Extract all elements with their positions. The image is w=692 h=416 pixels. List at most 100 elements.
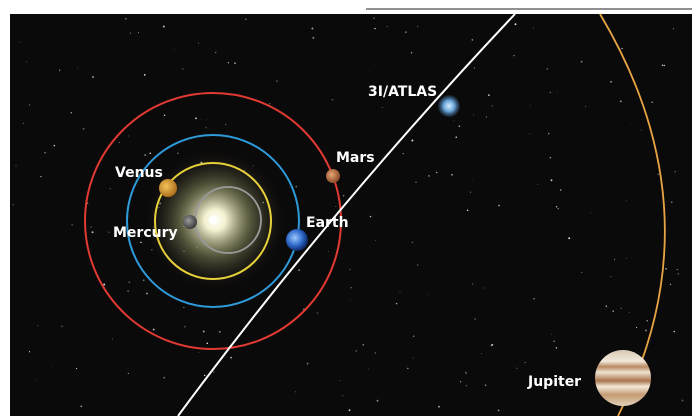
star	[377, 400, 379, 402]
star	[103, 284, 105, 286]
star	[621, 48, 622, 49]
star	[400, 291, 401, 292]
star	[459, 125, 461, 127]
star	[621, 308, 622, 309]
star	[465, 372, 466, 373]
star	[557, 91, 558, 92]
star	[525, 362, 526, 363]
star	[83, 128, 85, 130]
star	[515, 23, 517, 25]
sun	[209, 216, 217, 224]
star	[174, 49, 175, 50]
star	[92, 231, 94, 233]
comet-label: 3I/ATLAS	[368, 84, 437, 100]
star	[411, 140, 413, 142]
star	[163, 26, 165, 28]
star	[415, 182, 416, 183]
star	[556, 206, 557, 207]
star	[513, 55, 514, 56]
star	[662, 64, 664, 66]
star	[143, 279, 145, 281]
star	[516, 368, 517, 369]
star	[90, 226, 91, 227]
star	[44, 152, 46, 154]
star	[665, 268, 667, 270]
star	[54, 145, 55, 146]
star	[351, 287, 352, 288]
star	[198, 43, 199, 44]
star	[130, 32, 131, 33]
star	[312, 37, 314, 39]
star	[533, 298, 535, 300]
star	[375, 240, 376, 241]
star	[645, 329, 647, 331]
star	[428, 175, 430, 177]
mercury	[183, 215, 197, 229]
star	[289, 187, 290, 188]
star	[466, 385, 467, 386]
star	[474, 67, 475, 68]
star	[92, 76, 94, 78]
star	[150, 153, 152, 155]
star	[317, 312, 319, 314]
star	[548, 133, 550, 135]
jupiter-label: Jupiter	[527, 374, 581, 390]
star	[585, 106, 586, 107]
star	[581, 61, 583, 63]
star	[20, 42, 21, 43]
solar-system-diagram: Venus Mercury Earth Mars 3I/ATLAS Jupite…	[0, 0, 692, 416]
star	[23, 123, 24, 124]
star	[664, 65, 665, 66]
star	[554, 341, 555, 342]
star	[374, 28, 375, 29]
star	[184, 326, 186, 328]
star	[678, 273, 680, 275]
star	[636, 327, 637, 328]
star	[26, 61, 27, 62]
star	[183, 307, 184, 308]
star	[614, 259, 615, 260]
star	[199, 352, 200, 353]
star	[355, 350, 357, 352]
star	[349, 409, 351, 411]
star	[677, 269, 678, 270]
star	[206, 342, 208, 344]
star	[144, 74, 146, 76]
star	[551, 179, 553, 181]
star	[35, 380, 36, 381]
star	[473, 115, 474, 116]
star	[481, 353, 482, 354]
star	[673, 28, 674, 29]
star	[606, 306, 607, 307]
star	[350, 300, 351, 301]
star	[128, 373, 129, 374]
star	[245, 18, 246, 19]
star	[498, 410, 500, 412]
star	[298, 186, 299, 187]
star	[413, 358, 414, 359]
star	[498, 205, 500, 207]
star	[153, 329, 155, 331]
star	[328, 251, 329, 252]
star	[219, 331, 221, 333]
star	[626, 200, 627, 201]
star	[460, 381, 461, 382]
page: Venus Mercury Earth Mars 3I/ATLAS Jupite…	[0, 0, 692, 416]
comet-3i-atlas	[438, 95, 460, 117]
star	[657, 174, 658, 175]
star	[568, 237, 570, 239]
star	[61, 326, 62, 327]
star	[140, 242, 142, 244]
star	[675, 171, 676, 172]
earth-label: Earth	[306, 215, 349, 231]
star	[682, 400, 684, 402]
star	[59, 70, 60, 71]
star	[417, 264, 418, 265]
star	[138, 32, 139, 33]
star	[556, 347, 557, 348]
star	[470, 192, 471, 193]
star	[472, 179, 473, 180]
star	[620, 100, 622, 102]
star	[629, 312, 630, 313]
star	[550, 157, 552, 159]
